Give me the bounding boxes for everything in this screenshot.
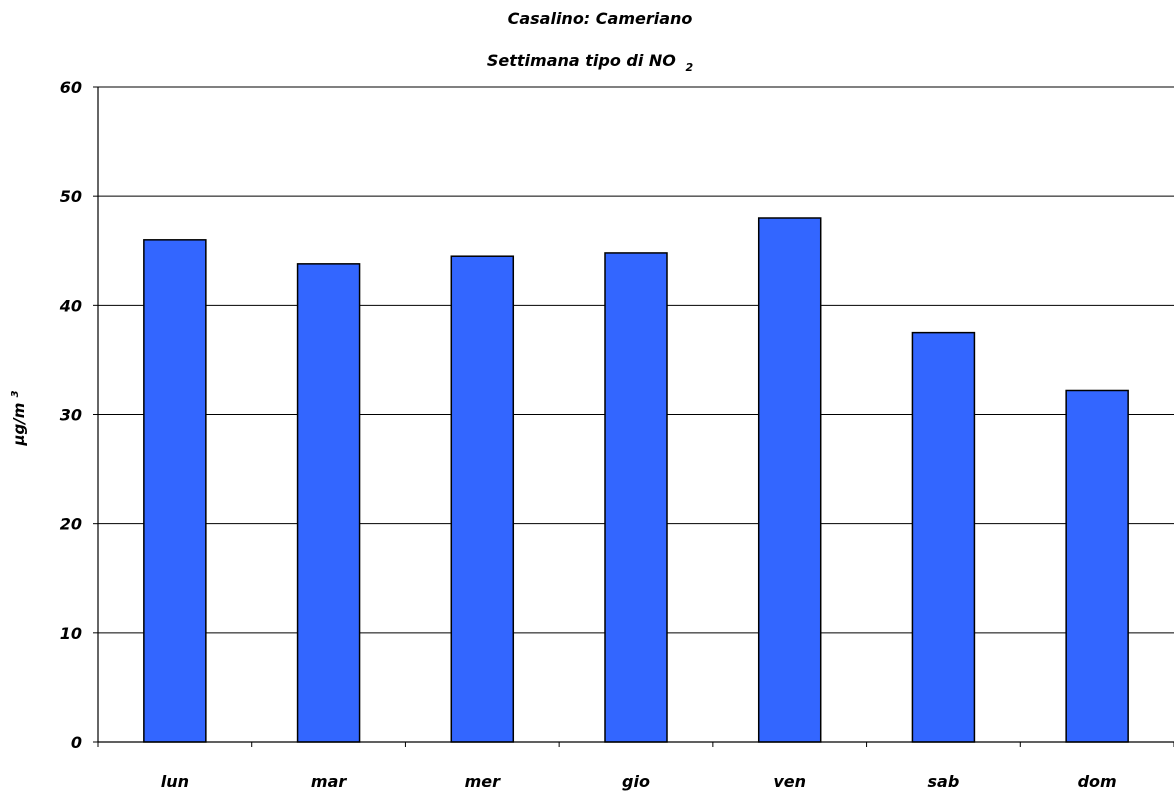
x-tick-labels: lun mar mer gio ven sab dom [161, 772, 1117, 791]
bar [296, 263, 361, 743]
chart-title-line2: Settimana tipo di NO 2 [487, 51, 694, 74]
bar [757, 217, 822, 743]
y-axis-title: µg/m 3 [10, 390, 28, 446]
y-tick-labels: 0 10 20 30 40 50 60 [59, 78, 82, 752]
bar [143, 239, 207, 743]
bars [143, 217, 1129, 743]
x-tick-label: mar [311, 772, 347, 791]
bar [1065, 389, 1129, 743]
x-tick-label: dom [1078, 772, 1117, 791]
y-tick-label: 30 [60, 406, 82, 425]
bar [911, 331, 976, 743]
y-axis-label: µg/m 3 [10, 390, 28, 446]
y-tick-label: 10 [60, 624, 82, 643]
axes [97, 87, 1174, 747]
chart-title-line2-main: Settimana tipo di NO [487, 51, 676, 70]
y-tick-label: 60 [60, 78, 82, 97]
y-axis-label-main: µg/m [10, 403, 28, 447]
y-tick-label: 50 [60, 187, 82, 206]
y-tick-label: 0 [71, 733, 82, 752]
chart-title-line1: Casalino: Cameriano [508, 9, 693, 28]
x-tick-label: ven [773, 772, 806, 791]
y-axis-label-superscript: 3 [10, 390, 21, 397]
bar [604, 252, 668, 743]
chart-title: Casalino: Cameriano Settimana tipo di NO… [487, 9, 694, 74]
chart-title-line2-subscript: 2 [685, 61, 693, 74]
x-tick-label: sab [928, 772, 960, 791]
x-tick-label: mer [465, 772, 502, 791]
y-tick-label: 40 [59, 296, 82, 315]
bar [450, 255, 515, 743]
x-tick-label: lun [161, 772, 189, 791]
x-tick-label: gio [622, 772, 650, 791]
y-tick-label: 20 [60, 515, 82, 534]
